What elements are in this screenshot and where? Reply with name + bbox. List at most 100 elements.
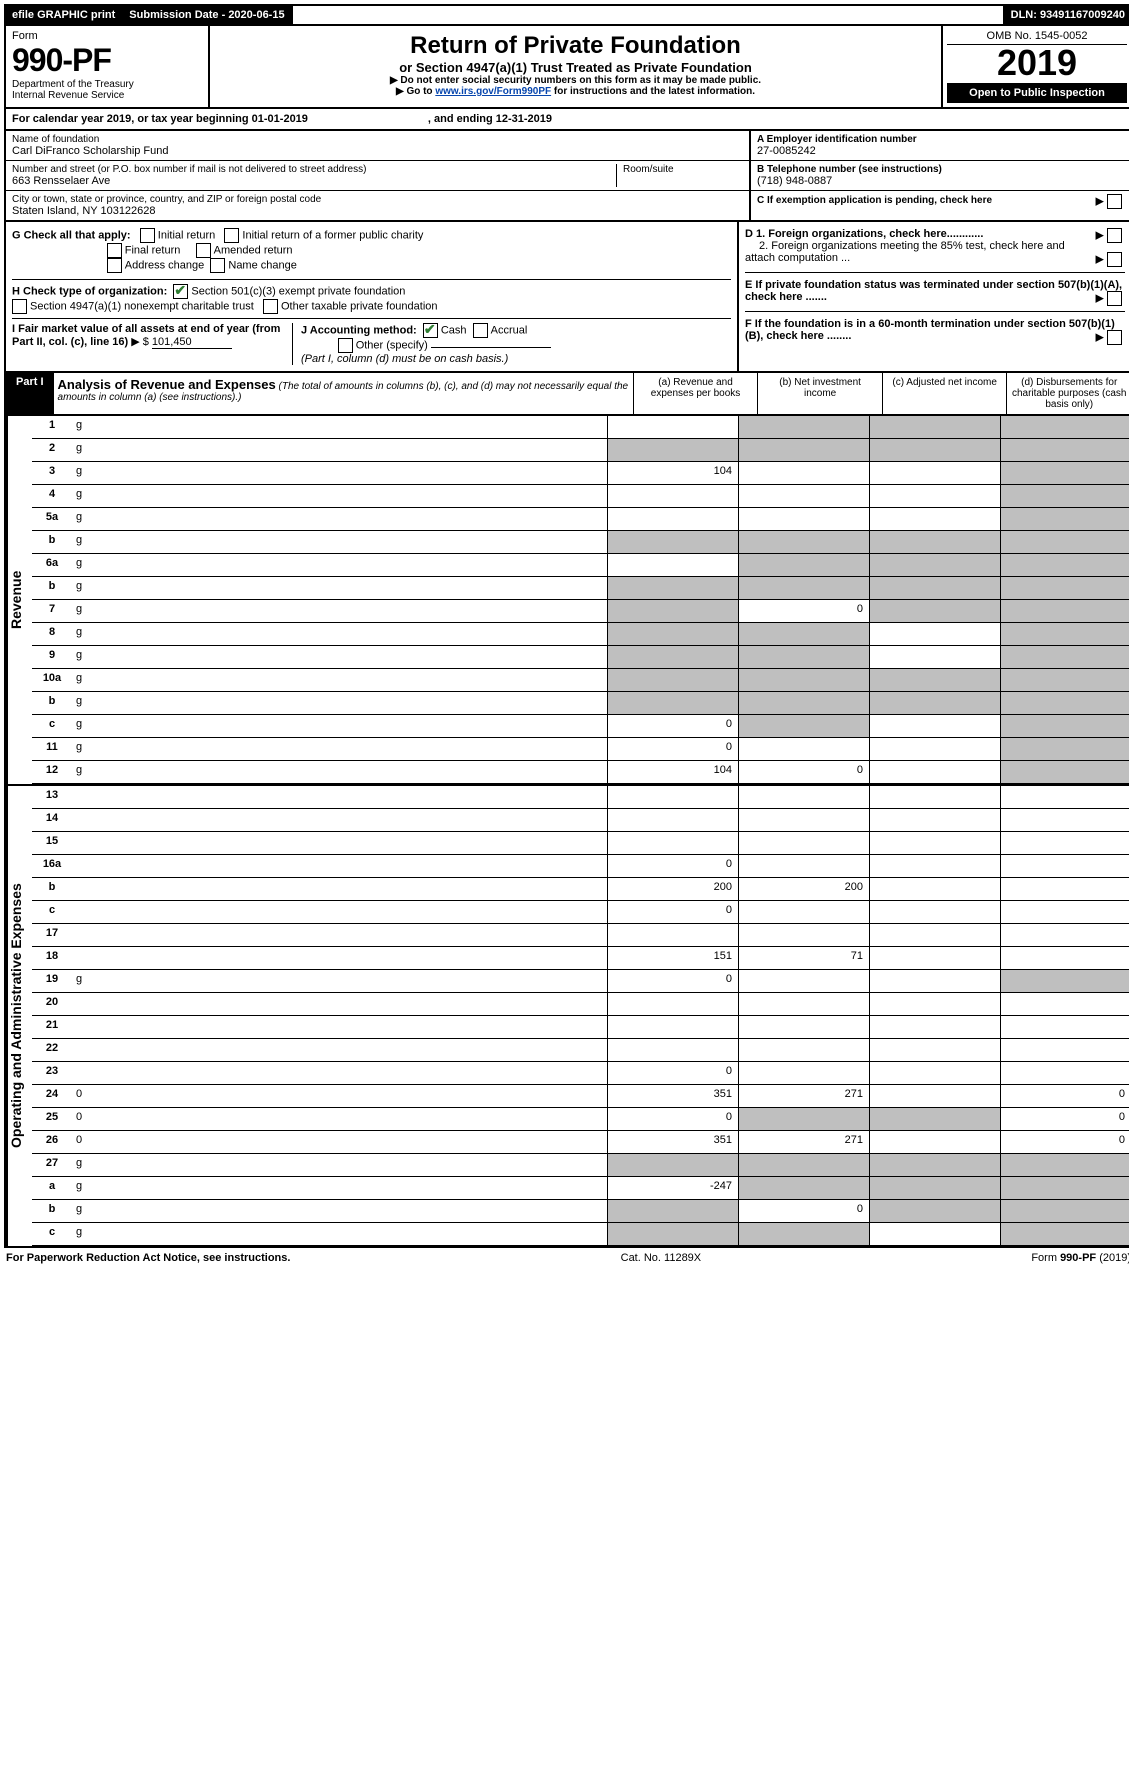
cb-d2[interactable]	[1107, 252, 1122, 267]
col-d-value	[1000, 786, 1129, 808]
cb-f[interactable]	[1107, 330, 1122, 345]
txt-addr-change: Address change	[125, 259, 205, 271]
addr-label: Number and street (or P.O. box number if…	[12, 164, 616, 175]
line-number: 3	[32, 462, 72, 484]
cb-final[interactable]	[107, 243, 122, 258]
col-b-value	[738, 692, 869, 714]
room-label: Room/suite	[623, 164, 743, 175]
f-label: F If the foundation is in a 60-month ter…	[745, 318, 1115, 342]
col-a-value: -247	[607, 1177, 738, 1199]
line-number: 19	[32, 970, 72, 992]
form-title: Return of Private Foundation	[216, 32, 935, 60]
cb-other-pf[interactable]	[263, 299, 278, 314]
line-number: b	[32, 878, 72, 900]
table-row: 12g1040	[32, 761, 1129, 784]
line-description: g	[72, 554, 607, 576]
col-c-value	[869, 554, 1000, 576]
g-label: G Check all that apply:	[12, 229, 131, 241]
line-description	[72, 832, 607, 854]
col-d-value	[1000, 715, 1129, 737]
line-description: g	[72, 1177, 607, 1199]
col-c-value	[869, 1108, 1000, 1130]
cb-addr-change[interactable]	[107, 258, 122, 273]
col-c-value	[869, 1016, 1000, 1038]
col-c-value	[869, 1177, 1000, 1199]
col-b-value	[738, 508, 869, 530]
col-b-value	[738, 901, 869, 923]
phone-value: (718) 948-0887	[757, 175, 1125, 187]
efile-print[interactable]: efile GRAPHIC print	[6, 6, 123, 24]
line-description: 0	[72, 1131, 607, 1153]
line-description: g	[72, 1200, 607, 1222]
exemption-pending-label: C If exemption application is pending, c…	[757, 195, 992, 206]
cb-e[interactable]	[1107, 291, 1122, 306]
line-description: 0	[72, 1108, 607, 1130]
col-a-value: 151	[607, 947, 738, 969]
cb-initial-former[interactable]	[224, 228, 239, 243]
line-description: g	[72, 485, 607, 507]
line-number: 5a	[32, 508, 72, 530]
table-row: 15	[32, 832, 1129, 855]
col-b-value	[738, 715, 869, 737]
table-row: 2403512710	[32, 1085, 1129, 1108]
exemption-checkbox[interactable]	[1107, 194, 1122, 209]
col-c-header: (c) Adjusted net income	[882, 373, 1007, 414]
cb-501c3[interactable]	[173, 284, 188, 299]
form-link[interactable]: www.irs.gov/Form990PF	[435, 86, 551, 97]
col-d-value	[1000, 416, 1129, 438]
table-row: c0	[32, 901, 1129, 924]
cb-name-change[interactable]	[210, 258, 225, 273]
line-description: 0	[72, 1085, 607, 1107]
cb-d1[interactable]	[1107, 228, 1122, 243]
col-b-value	[738, 646, 869, 668]
col-a-value	[607, 508, 738, 530]
city-label: City or town, state or province, country…	[12, 194, 743, 205]
col-c-value	[869, 439, 1000, 461]
col-d-value	[1000, 600, 1129, 622]
col-b-value	[738, 462, 869, 484]
col-c-value	[869, 855, 1000, 877]
line-description: g	[72, 1223, 607, 1245]
col-d-value	[1000, 761, 1129, 783]
table-row: cg	[32, 1223, 1129, 1246]
line-number: 6a	[32, 554, 72, 576]
col-a-value	[607, 485, 738, 507]
line-number: 20	[32, 993, 72, 1015]
col-c-value	[869, 1154, 1000, 1176]
cb-other-method[interactable]	[338, 338, 353, 353]
cb-cash[interactable]	[423, 323, 438, 338]
cb-initial[interactable]	[140, 228, 155, 243]
e-label: E If private foundation status was termi…	[745, 279, 1122, 303]
col-a-header: (a) Revenue and expenses per books	[633, 373, 758, 414]
table-row: bg0	[32, 1200, 1129, 1223]
line-number: 18	[32, 947, 72, 969]
line-number: 24	[32, 1085, 72, 1107]
col-b-value	[738, 1177, 869, 1199]
col-b-value	[738, 970, 869, 992]
col-b-value: 0	[738, 761, 869, 783]
col-a-value: 0	[607, 1062, 738, 1084]
line-description: g	[72, 738, 607, 760]
col-d-value	[1000, 1016, 1129, 1038]
col-b-value	[738, 1154, 869, 1176]
line-description: g	[72, 692, 607, 714]
col-b-value	[738, 1108, 869, 1130]
cb-accrual[interactable]	[473, 323, 488, 338]
line-description	[72, 809, 607, 831]
col-d-value	[1000, 1154, 1129, 1176]
col-d-value	[1000, 1039, 1129, 1061]
line-number: 2	[32, 439, 72, 461]
table-row: 5ag	[32, 508, 1129, 531]
line-number: b	[32, 531, 72, 553]
line-number: 25	[32, 1108, 72, 1130]
col-d-value	[1000, 623, 1129, 645]
cb-amended[interactable]	[196, 243, 211, 258]
cb-4947[interactable]	[12, 299, 27, 314]
col-a-value: 0	[607, 738, 738, 760]
col-c-value	[869, 646, 1000, 668]
table-row: b200200	[32, 878, 1129, 901]
col-a-value: 104	[607, 761, 738, 783]
txt-cash: Cash	[441, 324, 467, 336]
col-b-value	[738, 786, 869, 808]
col-d-value	[1000, 1200, 1129, 1222]
